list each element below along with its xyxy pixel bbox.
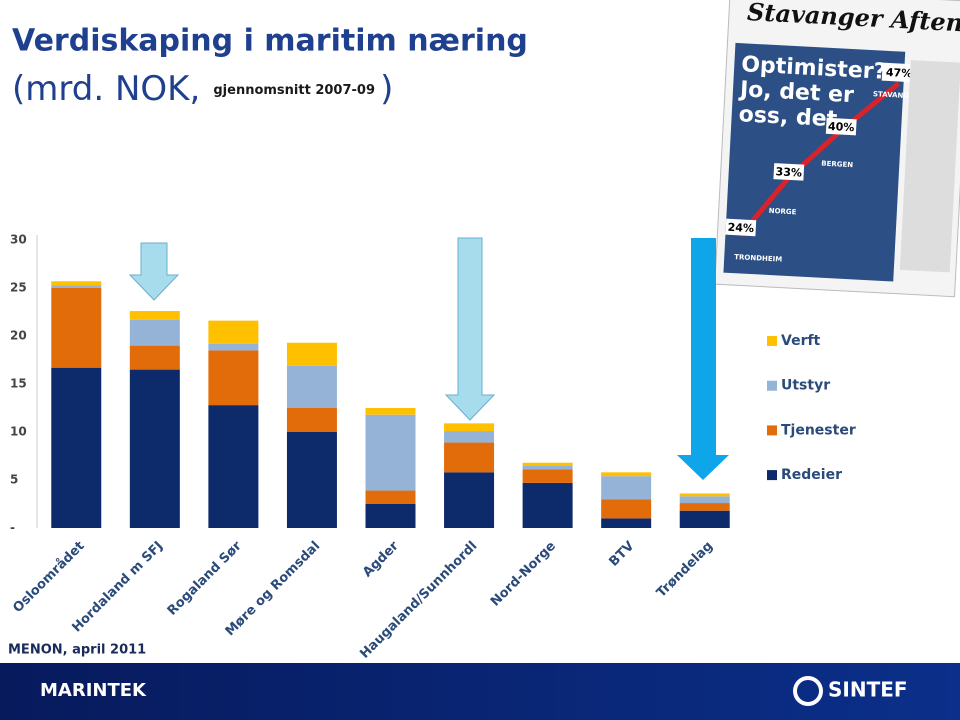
- trend-line: [738, 81, 901, 238]
- bar-segment: [129, 369, 180, 528]
- x-tick-label: Trøndelag: [654, 539, 716, 601]
- bar-segment: [365, 504, 416, 528]
- arrow: [444, 237, 496, 421]
- bar-segment: [129, 311, 180, 320]
- x-tick-label: Nord-Norge: [488, 539, 559, 610]
- bar-segment: [286, 342, 337, 366]
- legend-label: Redeier: [781, 467, 842, 483]
- footer-bar: [0, 663, 960, 720]
- bar-segment: [601, 476, 652, 500]
- badge: 33%: [775, 165, 802, 179]
- bar-segment: [679, 503, 730, 511]
- title: Verdiskaping i maritim næring: [12, 24, 528, 59]
- x-tick-label: Osloområdet: [10, 539, 87, 616]
- bar-segment: [286, 408, 337, 432]
- bar-segment: [51, 281, 102, 286]
- y-tick-label: 25: [10, 281, 27, 295]
- y-tick-label: 30: [10, 233, 27, 247]
- headline: oss, det: [738, 102, 838, 132]
- legend-label: Verft: [781, 333, 821, 349]
- arrow: [128, 242, 180, 301]
- x-tick-label: Hordaland m SFJ: [69, 539, 166, 636]
- legend-swatch: [767, 336, 777, 346]
- legend-label: Utstyr: [781, 378, 830, 394]
- legend-label: Tjenester: [781, 422, 856, 438]
- x-tick-label: Rogaland Sør: [165, 538, 245, 618]
- headline: Jo, det er: [737, 77, 854, 108]
- bar-segment: [522, 462, 573, 466]
- bar-segment: [679, 493, 730, 497]
- bar-segment: [208, 405, 259, 528]
- bar-segment: [129, 345, 180, 370]
- subtitle-part: ): [380, 69, 393, 109]
- city: BERGEN: [821, 160, 853, 170]
- bar-segment: [365, 414, 416, 491]
- side-column: [899, 60, 960, 273]
- subtitle-part: (mrd. NOK,: [12, 69, 200, 109]
- bar-segment: [679, 496, 730, 504]
- newspaper-graphic: [723, 42, 906, 282]
- bar-segment: [444, 442, 495, 473]
- footer-logo: MARINTEK: [40, 680, 147, 701]
- bar-segment: [365, 408, 416, 415]
- y-tick-label: -: [10, 521, 15, 535]
- x-tick-label: BTV: [606, 539, 637, 570]
- badge-box: [773, 163, 805, 181]
- city: NORGE: [769, 207, 797, 216]
- badge: 24%: [727, 221, 754, 235]
- bar-segment: [286, 365, 337, 408]
- city: TRONDHEIM: [734, 253, 782, 264]
- bar-segment: [601, 472, 652, 477]
- bar-segment: [51, 288, 102, 368]
- bar-segment: [208, 350, 259, 406]
- bar-segment: [522, 465, 573, 470]
- subtitle-part: gjennomsnitt 2007-09: [213, 83, 375, 98]
- y-tick-label: 10: [10, 425, 27, 439]
- city: STAVANGER: [873, 90, 920, 100]
- bar-segment: [208, 320, 259, 344]
- bar-segment: [208, 343, 259, 351]
- bar-segment: [51, 367, 102, 528]
- y-tick-label: 5: [10, 473, 18, 487]
- bar-segment: [129, 319, 180, 346]
- badge: 40%: [828, 120, 855, 134]
- badge-box: [725, 218, 757, 237]
- y-tick-label: 15: [10, 377, 27, 391]
- arrow: [677, 238, 729, 480]
- bar-segment: [522, 469, 573, 483]
- bar-segment: [601, 518, 652, 528]
- logo-mark: [793, 676, 823, 706]
- legend-swatch: [767, 425, 777, 436]
- badge: 47%: [886, 66, 913, 80]
- source: MENON, april 2011: [8, 643, 146, 658]
- newspaper: Stavanger Aftenblad Optimister? Jo, det …: [714, 0, 960, 298]
- bar-segment: [365, 490, 416, 504]
- bar-segment: [51, 285, 102, 288]
- bar-segment: [444, 423, 495, 432]
- badge-box: [881, 62, 917, 83]
- subtitle: (mrd. NOK, gjennomsnitt 2007-09 ): [12, 69, 393, 109]
- bar-segment: [286, 432, 337, 528]
- footer-logo: SINTEF: [828, 678, 908, 702]
- bar-segment: [522, 482, 573, 528]
- badge-box: [825, 117, 857, 136]
- legend-swatch: [767, 470, 777, 481]
- bar-segment: [679, 510, 730, 528]
- x-tick-label: Agder: [360, 538, 402, 580]
- bar-segment: [444, 431, 495, 443]
- bar-segment: [601, 499, 652, 519]
- legend-swatch: [767, 380, 777, 391]
- y-tick-label: 20: [10, 329, 27, 343]
- bar-segment: [444, 472, 495, 528]
